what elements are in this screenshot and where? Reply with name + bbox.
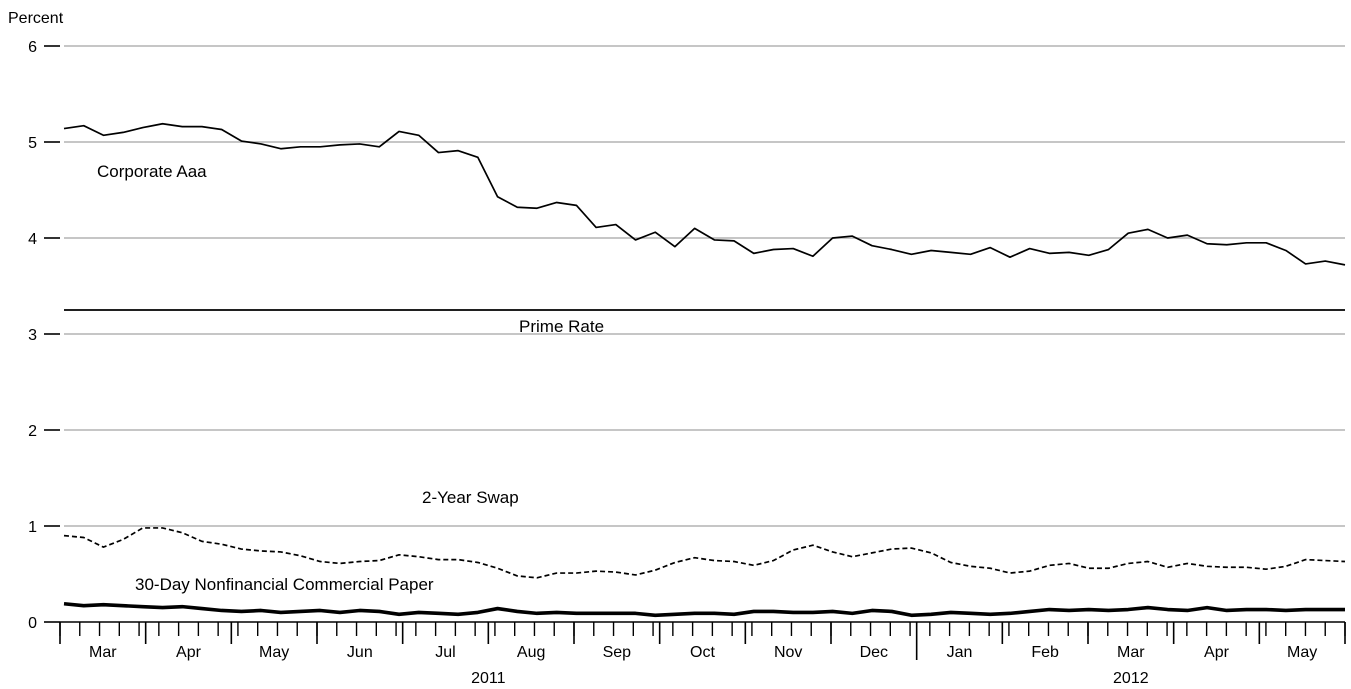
series-label-2-year-swap: 2-Year Swap (422, 488, 519, 507)
series-label-corporate-aaa: Corporate Aaa (97, 162, 207, 181)
x-tick-label-month: Dec (860, 644, 888, 661)
x-tick-label-month: Aug (517, 644, 545, 661)
x-tick-label-month: Nov (774, 644, 802, 661)
y-tick-label-6: 6 (28, 39, 37, 56)
x-year-label: 2012 (1113, 670, 1149, 687)
x-tick-label-month: Apr (1204, 644, 1230, 661)
series-line-2-year-swap (63, 527, 1346, 579)
series-label-30-day-commercial-paper: 30-Day Nonfinancial Commercial Paper (135, 575, 434, 594)
x-tick-label-month: Sep (603, 644, 632, 661)
x-tick-label-month: Jun (347, 644, 373, 661)
y-tick-label-2: 2 (28, 423, 37, 440)
x-tick-label-month: Jul (435, 644, 455, 661)
x-tick-label-month: May (259, 644, 289, 661)
series-label-prime-rate: Prime Rate (519, 317, 604, 336)
series-lines (63, 122, 1346, 618)
x-tick-label-month: Mar (89, 644, 117, 661)
x-tick-label-month: Oct (690, 644, 715, 661)
axes: 0 1 2 3 4 5 6 Mar Apr May Jun Jul Aug Sep Oct Nov Dec Jan… (28, 39, 1346, 687)
series-line-30-day-nonfinancial-commercial-paper (63, 601, 1345, 618)
y-tick-label-1: 1 (28, 519, 37, 536)
labels: Percent Corporate Aaa Prime Rate 2-Year … (8, 10, 604, 594)
x-tick-label-month: Mar (1117, 644, 1145, 661)
y-tick-label-3: 3 (28, 327, 37, 344)
gridlines (64, 45, 1345, 527)
x-year-label: 2011 (471, 670, 506, 687)
y-tick-label-0: 0 (28, 615, 37, 632)
x-tick-label-month: Feb (1031, 644, 1059, 661)
y-tick-label-4: 4 (28, 231, 37, 248)
series-line-corporate-aaa (63, 122, 1346, 266)
y-axis-label: Percent (8, 10, 64, 27)
x-tick-label-month: Jan (947, 644, 973, 661)
x-tick-label-month: Apr (176, 644, 202, 661)
y-tick-label-5: 5 (28, 135, 37, 152)
x-tick-label-month: May (1287, 644, 1317, 661)
